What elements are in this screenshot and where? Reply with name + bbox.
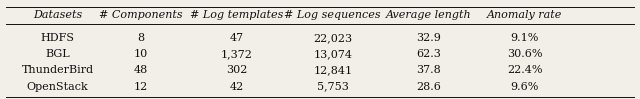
Text: 9.6%: 9.6% xyxy=(511,82,539,92)
Text: # Log templates: # Log templates xyxy=(190,10,284,20)
Text: 12: 12 xyxy=(134,82,148,92)
Text: 302: 302 xyxy=(226,65,248,75)
Text: 47: 47 xyxy=(230,33,244,43)
Text: 30.6%: 30.6% xyxy=(507,49,543,59)
Text: 8: 8 xyxy=(137,33,145,43)
Text: 22.4%: 22.4% xyxy=(507,65,543,75)
Text: 1,372: 1,372 xyxy=(221,49,253,59)
Text: 22,023: 22,023 xyxy=(313,33,353,43)
Text: 42: 42 xyxy=(230,82,244,92)
Text: 48: 48 xyxy=(134,65,148,75)
Text: 28.6: 28.6 xyxy=(417,82,441,92)
Text: OpenStack: OpenStack xyxy=(27,82,88,92)
Text: 37.8: 37.8 xyxy=(417,65,441,75)
Text: BGL: BGL xyxy=(45,49,70,59)
Text: 62.3: 62.3 xyxy=(417,49,441,59)
Text: Anomaly rate: Anomaly rate xyxy=(487,10,563,20)
Text: HDFS: HDFS xyxy=(40,33,75,43)
Text: ThunderBird: ThunderBird xyxy=(22,65,93,75)
Text: # Log sequences: # Log sequences xyxy=(285,10,381,20)
Text: 10: 10 xyxy=(134,49,148,59)
Text: Datasets: Datasets xyxy=(33,10,82,20)
Text: Average length: Average length xyxy=(386,10,472,20)
Text: # Components: # Components xyxy=(99,10,182,20)
Text: 9.1%: 9.1% xyxy=(511,33,539,43)
Text: 12,841: 12,841 xyxy=(313,65,353,75)
Text: 13,074: 13,074 xyxy=(314,49,352,59)
Text: 32.9: 32.9 xyxy=(417,33,441,43)
Text: 5,753: 5,753 xyxy=(317,82,349,92)
